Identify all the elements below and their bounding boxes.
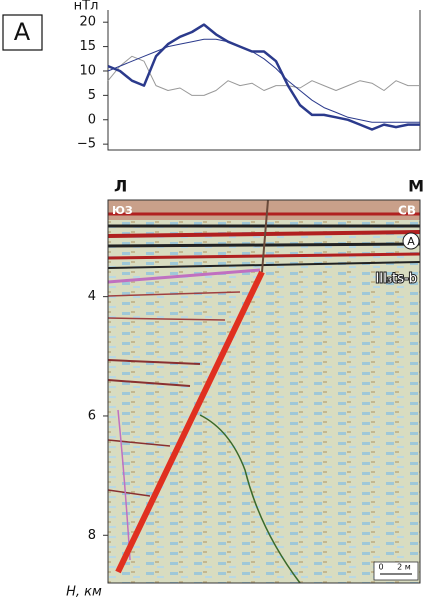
left-azimuth: ЮЗ — [112, 204, 133, 217]
scale-end: 2 м — [397, 563, 411, 572]
right-azimuth: СВ — [398, 204, 416, 218]
y-tick-label: 5 — [88, 88, 96, 103]
y-axis-label: H, км — [66, 585, 102, 600]
scale-box — [373, 561, 419, 581]
y-tick-label: 10 — [79, 63, 96, 78]
y-tick-label: 6 — [88, 408, 96, 423]
y-tick-label: 4 — [88, 289, 96, 304]
y-tick-label: 20 — [79, 15, 96, 30]
series-line — [107, 38, 420, 123]
y-tick-label: −5 — [77, 137, 96, 152]
y-tick-label: 8 — [88, 528, 96, 543]
y-tick-label: 15 — [79, 39, 96, 54]
panel-label: А — [14, 18, 31, 46]
y-tick-label: 0 — [88, 112, 96, 127]
horizon-marker: А — [407, 235, 415, 248]
seismic-image — [107, 199, 421, 584]
panel-box — [2, 14, 43, 51]
horizon-marker-circle — [402, 232, 420, 250]
horizon-label: III₃ts-b — [375, 272, 417, 287]
series-line — [107, 55, 420, 96]
left-label: Л — [114, 177, 127, 196]
y-axis-label: нТл — [74, 0, 99, 14]
right-label: М — [408, 177, 424, 196]
scale-start: 0 — [378, 563, 383, 572]
series-line — [107, 23, 420, 131]
